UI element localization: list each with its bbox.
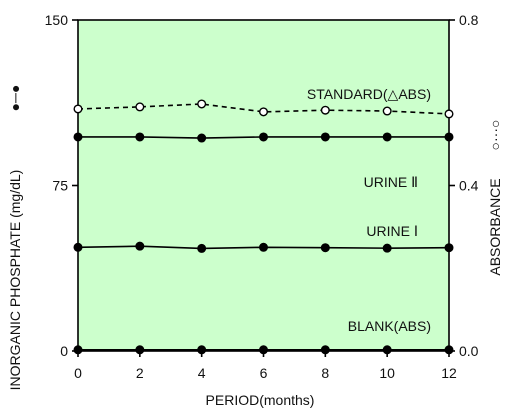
right-axis-title: ABSORBANCE [487, 178, 503, 275]
series-point-1-2 [197, 133, 207, 143]
series-point-3-2 [197, 345, 207, 355]
series-point-2-1 [135, 241, 145, 251]
series-point-0-1 [135, 102, 145, 112]
series-point-0-6 [444, 109, 454, 119]
series-point-3-4 [320, 345, 330, 355]
right-axis-tick-label: 0.4 [459, 178, 479, 194]
series-point-0-5 [382, 106, 392, 116]
series-point-2-4 [320, 243, 330, 253]
series-label-urine-i: URINE Ⅰ [366, 223, 418, 239]
right-axis-tick-label: 0.0 [459, 343, 479, 359]
plot-area [77, 19, 450, 352]
left-axis-tick-label: 150 [45, 12, 69, 28]
series-point-3-0 [73, 345, 83, 355]
x-axis-tick-label: 8 [321, 365, 329, 381]
series-point-0-4 [320, 105, 330, 115]
series-point-2-6 [444, 243, 454, 253]
series-point-3-3 [259, 345, 269, 355]
x-axis-tick-label: 0 [74, 365, 82, 381]
right-axis: 0.0 0.4 0.8 [449, 12, 479, 359]
series-point-3-1 [135, 345, 145, 355]
series-point-1-1 [135, 132, 145, 142]
bottom-axis: 0 2 4 6 8 10 12 [74, 351, 457, 381]
series-layer [73, 99, 454, 355]
series-label-standard: STANDARD(△ABS) [307, 86, 431, 102]
series-point-1-4 [320, 132, 330, 142]
series-point-0-3 [259, 107, 269, 117]
x-axis-tick-label: 2 [136, 365, 144, 381]
series-point-0-2 [197, 99, 207, 109]
series-label-blank: BLANK(ABS) [348, 318, 431, 334]
left-axis: 0 75 150 [45, 12, 78, 359]
series-label-urine-ii: URINE Ⅱ [364, 174, 418, 190]
left-axis-title: INORGANIC PHOSPHATE (mg/dL) [7, 170, 23, 391]
series-point-1-0 [73, 132, 83, 142]
series-point-1-6 [444, 132, 454, 142]
right-axis-marker: ○···○ [487, 120, 503, 151]
series-point-1-3 [259, 132, 269, 142]
x-axis-tick-label: 4 [198, 365, 206, 381]
x-axis-tick-label: 10 [379, 365, 395, 381]
series-point-3-6 [444, 345, 454, 355]
x-axis-tick-label: 12 [441, 365, 457, 381]
series-point-3-5 [382, 345, 392, 355]
right-axis-tick-label: 0.8 [459, 12, 479, 28]
left-axis-tick-label: 75 [52, 178, 68, 194]
series-point-2-3 [259, 242, 269, 252]
x-axis-tick-label: 6 [260, 365, 268, 381]
x-axis-title: PERIOD(months) [206, 392, 315, 408]
series-point-1-5 [382, 132, 392, 142]
series-point-2-2 [197, 243, 207, 253]
series-point-2-5 [382, 243, 392, 253]
left-axis-tick-label: 0 [60, 343, 68, 359]
left-axis-marker: ●─● [7, 85, 23, 112]
series-point-2-0 [73, 242, 83, 252]
series-point-0-0 [73, 104, 83, 114]
